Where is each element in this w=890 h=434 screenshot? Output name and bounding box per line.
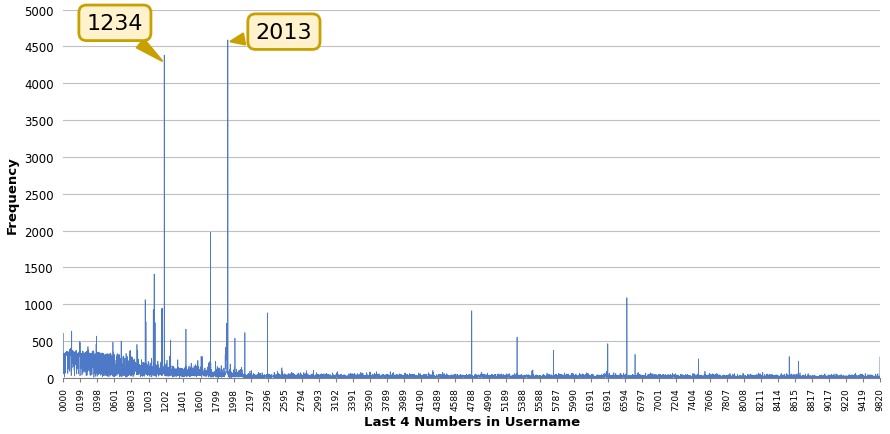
Y-axis label: Frequency: Frequency bbox=[5, 155, 19, 233]
Text: 1234: 1234 bbox=[86, 14, 162, 62]
Text: 2013: 2013 bbox=[231, 23, 312, 45]
X-axis label: Last 4 Numbers in Username: Last 4 Numbers in Username bbox=[364, 415, 579, 428]
